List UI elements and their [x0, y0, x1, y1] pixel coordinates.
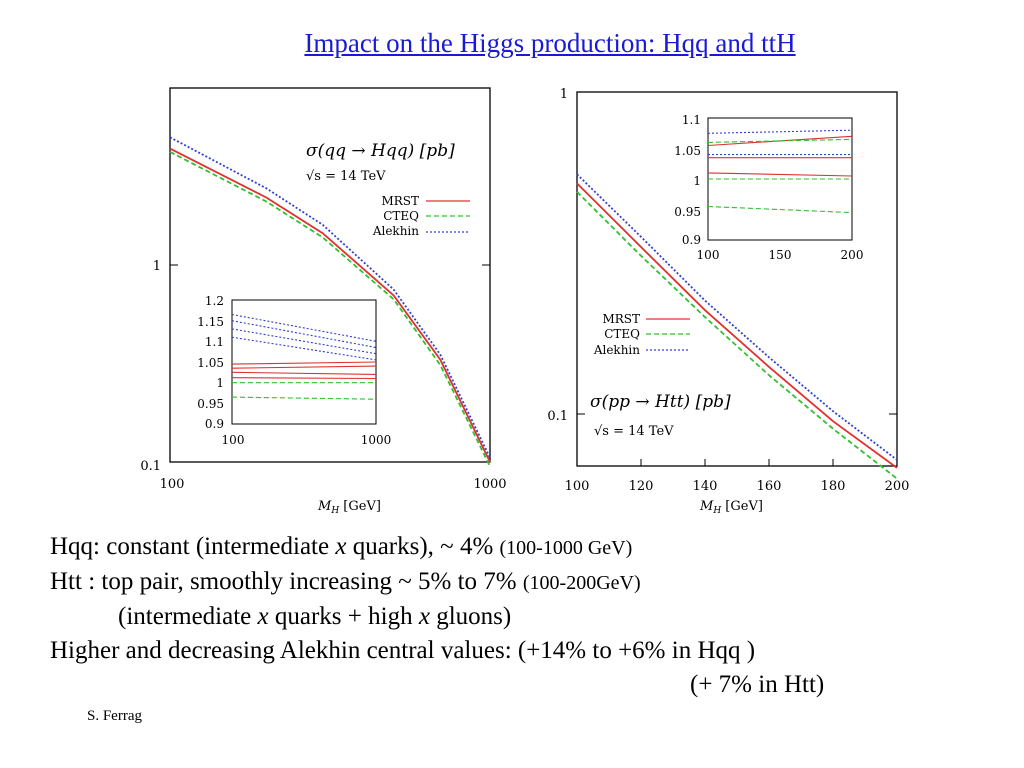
- alekhin-summary-line: Higher and decreasing Alekhin central va…: [50, 637, 756, 664]
- htt-inset-ytick: 1.05: [674, 144, 701, 158]
- hqq-inset-ytick: 1.15: [197, 315, 224, 329]
- htt-inset-ytick: 1: [693, 174, 701, 188]
- hqq-inset-ytick: 1.2: [205, 294, 224, 308]
- hqq-inset-mrst-line: [231, 371, 377, 375]
- htt-xtick: 100: [565, 479, 590, 494]
- htt-inset-ytick: 0.9: [682, 233, 701, 247]
- htt-energy-label: √s = 14 TeV: [594, 424, 674, 439]
- htt-x-axis-label: MH [GeV]: [699, 499, 763, 516]
- hqq-legend-cteq: CTEQ: [383, 209, 419, 223]
- hqq-inset-ytick: 0.9: [205, 417, 224, 431]
- htt-ytick-0.1: 0.1: [547, 409, 568, 424]
- hqq-inset-xtick: 1000: [361, 433, 392, 447]
- htt-inset-xtick: 100: [697, 248, 720, 262]
- hqq-inset-ytick: 1.05: [197, 356, 224, 370]
- hqq-mrst-line: [169, 147, 491, 463]
- htt-inset-cteq-line: [707, 205, 853, 214]
- hqq-main-curves: [169, 136, 491, 467]
- htt-xtick: 160: [757, 479, 782, 494]
- htt-process-label: σ(pp → Htt) [pb]: [590, 392, 731, 412]
- hqq-legend-mrst: MRST: [381, 194, 419, 208]
- htt-inset-ytick: 0.95: [674, 205, 701, 219]
- hqq-xtick-1000: 1000: [473, 477, 506, 492]
- hqq-ytick-1: 1: [153, 259, 161, 274]
- htt-summary-detail: (intermediate x quarks + high x gluons): [118, 603, 512, 630]
- hqq-inset-mrst-line: [231, 361, 377, 365]
- hqq-inset-xtick: 100: [222, 433, 245, 447]
- htt-x-minor-ticks: [576, 459, 898, 466]
- htt-inset-ytick: 1.1: [682, 113, 701, 127]
- htt-inset-curves: [707, 129, 853, 214]
- htt-inset-xtick: 200: [841, 248, 864, 262]
- summary-text: Hqq: constant (intermediate x quarks), ~…: [50, 530, 824, 702]
- hqq-axis-ticks: 1 0.1 100 1000: [140, 259, 506, 492]
- htt-ytick-1: 1: [560, 87, 568, 102]
- htt-xtick: 120: [629, 479, 654, 494]
- hqq-inset-mrst-line: [231, 365, 377, 369]
- htt-legend: MRST CTEQ Alekhin: [593, 312, 690, 357]
- htt-inset-cteq-line: [707, 138, 853, 143]
- hqq-inset-ticks: 1.2 1.15 1.1 1.05 1 0.95 0.9 100 1000: [197, 294, 391, 447]
- htt-summary-line: Htt : top pair, smoothly increasing ~ 5%…: [50, 568, 641, 595]
- hqq-cteq-line: [169, 151, 491, 467]
- hqq-x-axis-label: MH [GeV]: [317, 499, 381, 516]
- hqq-xtick-100: 100: [160, 477, 185, 492]
- hqq-ytick-0.1: 0.1: [140, 459, 161, 474]
- hqq-inset-curves: [231, 313, 377, 400]
- hqq-legend-alekhin: Alekhin: [372, 224, 419, 238]
- hqq-inset-alekhin-line: [231, 313, 377, 342]
- slide-title[interactable]: Impact on the Higgs production: Hqq and …: [304, 28, 796, 58]
- hqq-alekhin-line: [169, 136, 491, 459]
- hqq-inset-ytick: 0.95: [197, 397, 224, 411]
- htt-axis-ticks: 1 0.1 100 120 140 160 180 200: [547, 87, 909, 494]
- htt-inset-xtick: 150: [769, 248, 792, 262]
- hqq-process-label: σ(qq → Hqq) [pb]: [306, 141, 455, 161]
- htt-legend-alekhin: Alekhin: [593, 343, 640, 357]
- hqq-inset-alekhin-line: [231, 328, 377, 355]
- htt-xtick: 140: [693, 479, 718, 494]
- hqq-inset-alekhin-line: [231, 336, 377, 361]
- hqq-energy-label: √s = 14 TeV: [306, 169, 386, 184]
- hqq-inset-cteq-line: [231, 396, 377, 400]
- htt-cteq-line: [576, 191, 898, 480]
- htt-inset-alekhin-line: [707, 129, 853, 134]
- htt-mrst-line: [576, 182, 898, 469]
- htt-legend-cteq: CTEQ: [604, 327, 640, 341]
- hqq-inset-mrst-line: [231, 377, 377, 380]
- hqq-inset-alekhin-line: [231, 320, 377, 349]
- htt-inset-mrst-line: [707, 172, 853, 177]
- htt-xtick: 180: [821, 479, 846, 494]
- hqq-inset-ytick: 1.1: [205, 335, 224, 349]
- hqq-summary-line: Hqq: constant (intermediate x quarks), ~…: [50, 533, 633, 560]
- hqq-inset-ytick: 1: [216, 376, 224, 390]
- htt-legend-mrst: MRST: [602, 312, 640, 326]
- htt-main-curves: [576, 173, 898, 480]
- author-footer: S. Ferrag: [87, 708, 142, 724]
- hqq-legend: MRST CTEQ Alekhin: [372, 194, 470, 238]
- alekhin-htt-note: (+ 7% in Htt): [690, 671, 825, 698]
- htt-inset-ticks: 1.1 1.05 1 0.95 0.9 100 150 200: [674, 113, 863, 262]
- htt-xtick: 200: [885, 479, 910, 494]
